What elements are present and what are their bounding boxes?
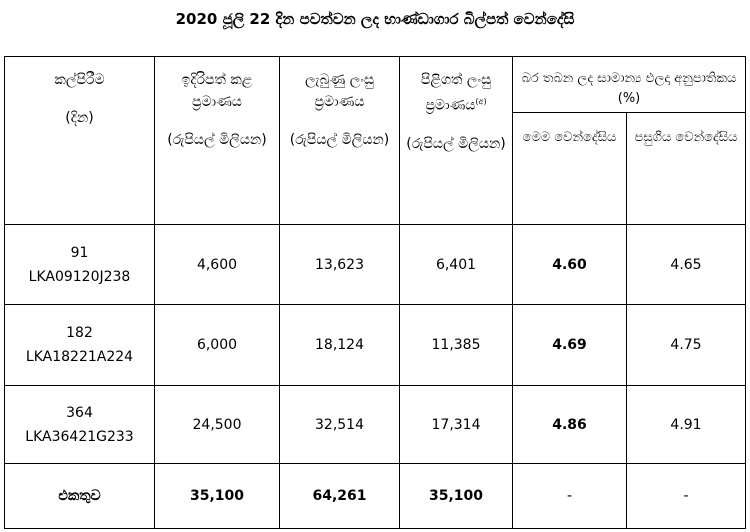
header-previous-auction: පසුගිය වෙන්දේසිය xyxy=(626,112,746,225)
header-offered: ඉදිරිපත් කළ ප්‍රමාණය (රුපියල් මිලියන) xyxy=(154,56,280,225)
header-tenor-unit: (දින) xyxy=(65,110,94,126)
header-offered-label: ඉදිරිපත් කළ ප්‍රමාණය xyxy=(181,72,253,110)
accepted-cell: 11,385 xyxy=(399,304,513,386)
tenor-cell: 364 LKA36421G233 xyxy=(4,385,155,464)
page-title: 2020 ජූලි 22 දින පවත්වන ලද භාණ්ඩාගාර බිල… xyxy=(175,10,575,28)
header-received-label: ලැබුණු ලංසු ප්‍රමාණය xyxy=(304,72,375,110)
header-this-auction: මෙම වෙන්දේසිය xyxy=(512,112,627,225)
offered-cell: 6,000 xyxy=(154,304,280,386)
header-accepted: පිළිගත් ලංසු ප්‍රමාණය(අ) (රුපියල් මිලියන… xyxy=(399,56,513,225)
tenor-days: 91 xyxy=(70,244,89,261)
accepted-cell: 17,314 xyxy=(399,385,513,464)
header-yield-group: බර තබන ලද සාමාන්‍ය ඵලදා අනුපාතිකය (%) xyxy=(512,56,746,113)
total-this-yield: - xyxy=(512,463,627,529)
total-row: එකතුව 35,100 64,261 35,100 - - xyxy=(4,463,746,529)
tenor-days: 182 xyxy=(66,325,93,341)
received-cell: 18,124 xyxy=(279,304,400,386)
header-accepted-label: පිළිගත් ලංසු ප්‍රමාණය(අ) xyxy=(406,69,506,117)
header-accepted-note: (අ) xyxy=(475,97,487,106)
header-received: ලැබුණු ලංසු ප්‍රමාණය (රුපියල් මිලියන) xyxy=(279,56,400,225)
this-yield-cell: 4.69 xyxy=(512,304,627,386)
offered-cell: 24,500 xyxy=(154,385,280,464)
tenor-cell: 91 LKA09120J238 xyxy=(4,224,155,305)
received-cell: 13,623 xyxy=(279,224,400,305)
total-prev-yield: - xyxy=(626,463,746,529)
this-yield-cell: 4.86 xyxy=(512,385,627,464)
table-row: 182 LKA18221A224 6,000 18,124 11,385 4.6… xyxy=(4,304,746,386)
tenor-code: LKA09120J238 xyxy=(28,268,131,285)
total-offered: 35,100 xyxy=(154,463,280,529)
header-tenor: කල්පිරීම (දින) xyxy=(4,56,155,225)
header-accepted-text: පිළිගත් ලංසු ප්‍රමාණය xyxy=(420,72,492,114)
tenor-code: LKA18221A224 xyxy=(25,349,134,365)
total-accepted: 35,100 xyxy=(399,463,513,529)
prev-yield-cell: 4.75 xyxy=(626,304,746,386)
table-row: 91 LKA09120J238 4,600 13,623 6,401 4.60 … xyxy=(4,224,746,305)
header-received-unit: (රුපියල් මිලියන) xyxy=(289,132,390,148)
table-row: 364 LKA36421G233 24,500 32,514 17,314 4.… xyxy=(4,385,746,464)
header-tenor-label: කල්පිරීම xyxy=(54,72,105,88)
header-offered-unit: (රුපියල් මිලියන) xyxy=(167,132,267,148)
accepted-cell: 6,401 xyxy=(399,224,513,305)
prev-yield-cell: 4.65 xyxy=(626,224,746,305)
tenor-code: LKA36421G233 xyxy=(25,428,134,445)
this-yield-cell: 4.60 xyxy=(512,224,627,305)
header-accepted-unit: (රුපියල් මිලියන) xyxy=(406,135,506,152)
prev-yield-cell: 4.91 xyxy=(626,385,746,464)
total-received: 64,261 xyxy=(279,463,400,529)
offered-cell: 4,600 xyxy=(154,224,280,305)
received-cell: 32,514 xyxy=(279,385,400,464)
total-label: එකතුව xyxy=(4,463,155,529)
auction-table: කල්පිරීම (දින) ඉදිරිපත් කළ ප්‍රමාණය (රුප… xyxy=(4,56,746,529)
tenor-cell: 182 LKA18221A224 xyxy=(4,304,155,386)
tenor-days: 364 xyxy=(66,404,93,421)
